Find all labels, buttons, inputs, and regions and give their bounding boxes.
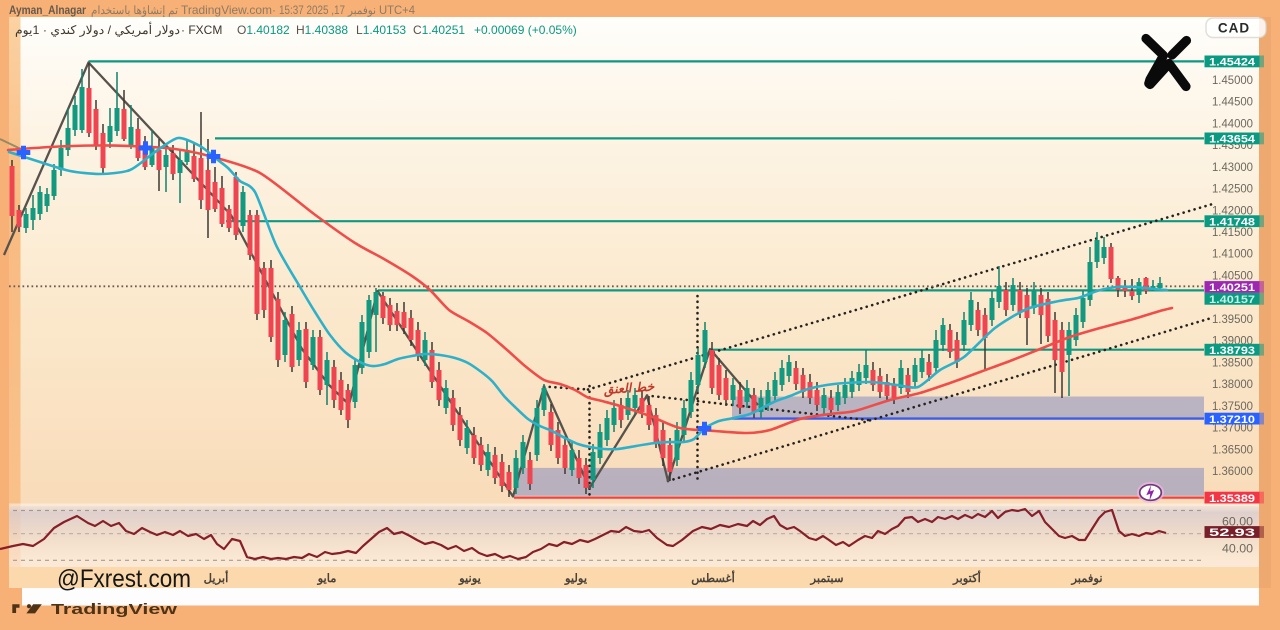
svg-text:1.41000: 1.41000 (1212, 249, 1253, 261)
svg-text:دولار أمريكي / دولار كندي · 1ي: دولار أمريكي / دولار كندي · 1يوم (15, 22, 180, 37)
svg-text:يونيو: يونيو (458, 573, 482, 586)
svg-text:1.42500: 1.42500 (1212, 184, 1253, 196)
svg-text:1.43654: 1.43654 (1209, 134, 1256, 146)
svg-text:نوفمبر: نوفمبر (347, 4, 376, 17)
svg-text:أبريل: أبريل (204, 570, 229, 586)
svg-text:يوليو: يوليو (564, 572, 588, 586)
svg-text:15:37 2025 ,17: 15:37 2025 ,17 (279, 4, 345, 17)
svg-text:نوفمبر: نوفمبر (1070, 573, 1102, 586)
svg-text:60.00: 60.00 (1222, 517, 1253, 529)
svg-text:1.38000: 1.38000 (1212, 379, 1253, 391)
svg-text:TradingView.com·: TradingView.com· (181, 4, 276, 17)
svg-text:@Fxrest.com: @Fxrest.com (57, 565, 191, 593)
svg-text:1.40157: 1.40157 (1209, 294, 1255, 306)
svg-text:1.43000: 1.43000 (1212, 162, 1253, 174)
svg-text:خط العنق: خط العنق (603, 379, 656, 398)
svg-text:1.35389: 1.35389 (1209, 493, 1255, 505)
svg-text:1.41748: 1.41748 (1209, 216, 1255, 228)
svg-text:1.44500: 1.44500 (1212, 97, 1253, 109)
svg-text:1.44000: 1.44000 (1212, 118, 1253, 130)
svg-text:1.37500: 1.37500 (1212, 401, 1253, 413)
svg-text:مايو: مايو (317, 572, 337, 586)
svg-text:40.00: 40.00 (1222, 544, 1253, 556)
svg-text:تم إنشاؤها باستخدام: تم إنشاؤها باستخدام (91, 4, 178, 18)
svg-text:1.42000: 1.42000 (1212, 205, 1253, 217)
svg-text:UTC+4: UTC+4 (379, 4, 416, 17)
svg-text:1.39500: 1.39500 (1212, 314, 1253, 326)
svg-text:· FXCM: · FXCM (181, 23, 222, 37)
svg-text:أغسطس: أغسطس (691, 570, 735, 586)
svg-text:1.37000: 1.37000 (1212, 423, 1253, 435)
svg-text:TradingView: TradingView (51, 601, 177, 618)
svg-text:1.40251: 1.40251 (1209, 282, 1255, 294)
svg-text:1.40500: 1.40500 (1212, 271, 1253, 283)
svg-text:CAD: CAD (1218, 21, 1250, 36)
svg-text:أكتوبر: أكتوبر (952, 570, 981, 586)
svg-text:1.36000: 1.36000 (1212, 466, 1253, 478)
svg-text:سبتمبر: سبتمبر (809, 573, 843, 586)
svg-text:1.37210: 1.37210 (1209, 414, 1255, 426)
svg-text:1.45000: 1.45000 (1212, 75, 1253, 87)
svg-text:52.93: 52.93 (1209, 527, 1255, 539)
svg-text:1.45424: 1.45424 (1209, 57, 1256, 69)
svg-text:1.38500: 1.38500 (1212, 357, 1253, 369)
svg-text:1.36500: 1.36500 (1212, 444, 1253, 456)
svg-text:1.38793: 1.38793 (1209, 345, 1255, 357)
svg-text:1.41500: 1.41500 (1212, 227, 1253, 239)
svg-text:Ayman_Alnagar: Ayman_Alnagar (9, 4, 86, 17)
